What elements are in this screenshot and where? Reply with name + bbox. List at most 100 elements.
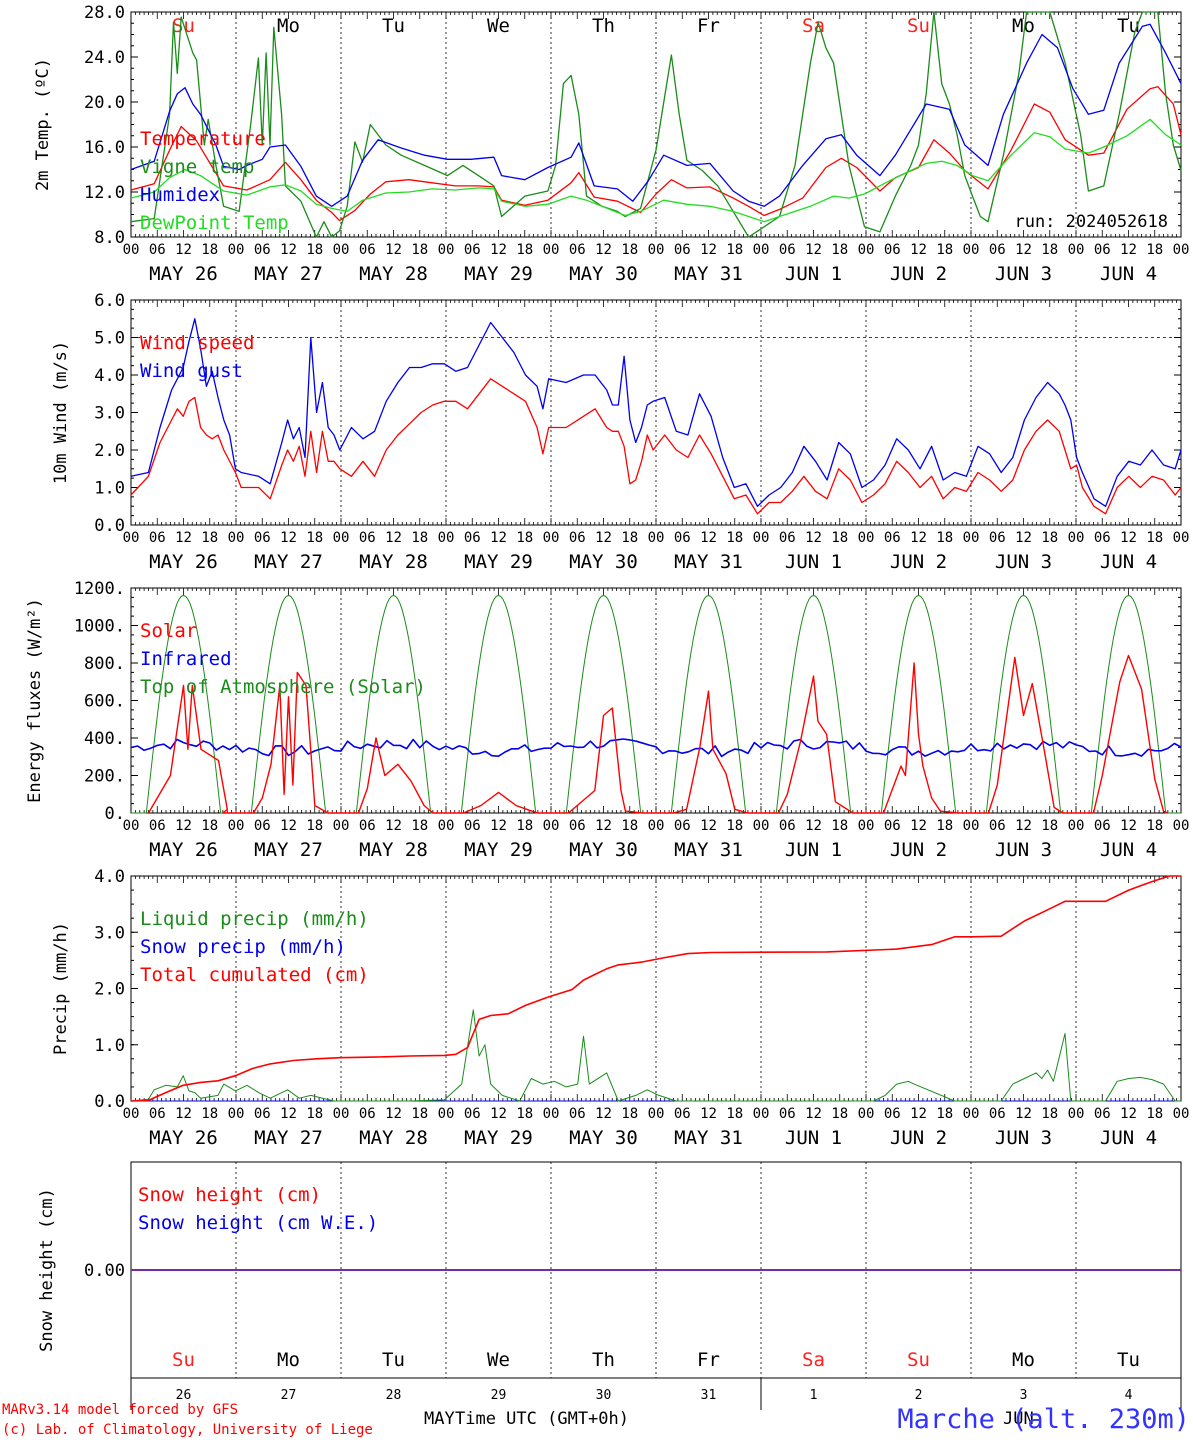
x-tick-label: 18: [1146, 818, 1163, 834]
x-tick-label: 12: [175, 818, 192, 834]
weekday-label: Su: [907, 15, 930, 37]
x-tick-label: 18: [936, 242, 953, 258]
x-tick-label: 00: [648, 242, 665, 258]
x-tick-label: 18: [1146, 242, 1163, 258]
y-tick-label: 800.: [84, 654, 125, 674]
y-axis-label: Snow height (cm): [37, 1188, 57, 1352]
x-tick-label: 18: [831, 1106, 848, 1122]
legend-entry: Temperature: [140, 128, 266, 150]
x-tick-label: 00: [228, 242, 245, 258]
day-number-label: 28: [386, 1388, 402, 1403]
x-tick-label: 18: [831, 818, 848, 834]
y-tick-label: 2.0: [94, 980, 125, 1000]
x-tick-label: 06: [1094, 242, 1111, 258]
x-tick-label: 00: [543, 818, 560, 834]
x-tick-label: 12: [595, 818, 612, 834]
x-tick-label: 06: [464, 242, 481, 258]
x-tick-label: 18: [201, 818, 218, 834]
x-tick-label: 06: [674, 242, 691, 258]
date-label: MAY 30: [569, 551, 638, 573]
date-label: JUN 1: [785, 839, 842, 861]
series-total-cumulated-cm-: [130, 875, 1181, 1102]
weekday-label: Su: [172, 1349, 195, 1371]
x-tick-label: 06: [884, 242, 901, 258]
x-tick-label: 06: [989, 1106, 1006, 1122]
date-label: MAY 26: [149, 551, 218, 573]
series-liquid-precip-mm-h-: [130, 1009, 1181, 1102]
x-tick-label: 18: [936, 1106, 953, 1122]
day-number-label: 27: [281, 1388, 297, 1403]
date-label: MAY 29: [464, 839, 533, 861]
x-tick-label: 12: [385, 1106, 402, 1122]
y-axis-label: 10m Wind (m/s): [51, 341, 71, 484]
x-tick-label: 12: [595, 1106, 612, 1122]
weekday-label: Tu: [382, 1349, 405, 1371]
x-tick-label: 06: [989, 242, 1006, 258]
x-tick-label: 06: [779, 530, 796, 546]
date-label: JUN 2: [890, 839, 947, 861]
legend-entry: Solar: [140, 620, 197, 642]
date-label: MAY 28: [359, 551, 428, 573]
x-tick-label: 12: [910, 1106, 927, 1122]
x-tick-label: 12: [1015, 1106, 1032, 1122]
x-tick-label: 06: [254, 818, 271, 834]
date-label: MAY 30: [569, 263, 638, 285]
date-label: JUN 4: [1100, 263, 1157, 285]
x-tick-label: 00: [438, 530, 455, 546]
x-tick-label: 12: [805, 530, 822, 546]
x-tick-label: 06: [1094, 530, 1111, 546]
y-tick-label: 0.0: [94, 516, 125, 536]
x-tick-label: 12: [700, 1106, 717, 1122]
date-label: MAY 29: [464, 551, 533, 573]
day-number-label: 1: [810, 1388, 818, 1403]
x-tick-label: 00: [858, 242, 875, 258]
legend-entry: Total cumulated (cm): [140, 964, 369, 986]
legend-entry: Wind speed: [140, 332, 254, 354]
run-label: run: 2024052618: [1014, 212, 1168, 232]
x-tick-label: 18: [831, 530, 848, 546]
x-tick-label: 12: [595, 242, 612, 258]
x-tick-label: 18: [516, 818, 533, 834]
date-label: MAY 30: [569, 1127, 638, 1149]
x-tick-label: 18: [516, 1106, 533, 1122]
x-tick-label: 06: [1094, 818, 1111, 834]
weekday-label: Mo: [277, 15, 300, 37]
y-tick-label: 600.: [84, 692, 125, 712]
series-humidex: [130, 23, 1182, 207]
x-tick-label: 18: [1146, 1106, 1163, 1122]
date-label: MAY 27: [254, 839, 323, 861]
x-tick-label: 06: [569, 242, 586, 258]
day-number-label: 3: [1020, 1388, 1028, 1403]
x-tick-label: 12: [700, 530, 717, 546]
x-tick-label: 00: [963, 242, 980, 258]
x-tick-label: 06: [779, 242, 796, 258]
date-label: MAY 27: [254, 551, 323, 573]
x-tick-label: 12: [1120, 818, 1137, 834]
x-tick-label: 00: [333, 242, 350, 258]
x-tick-label: 06: [569, 1106, 586, 1122]
x-tick-label: 18: [1041, 242, 1058, 258]
x-tick-label: 06: [674, 1106, 691, 1122]
x-tick-label: 18: [936, 530, 953, 546]
day-number-label: 30: [596, 1388, 612, 1403]
date-label: JUN 2: [890, 1127, 947, 1149]
y-tick-label: 28.0: [84, 3, 125, 23]
x-tick-label: 06: [464, 1106, 481, 1122]
x-tick-label: 06: [674, 818, 691, 834]
x-tick-label: 18: [306, 530, 323, 546]
x-tick-label: 12: [280, 818, 297, 834]
x-tick-label: 06: [149, 530, 166, 546]
y-tick-label: 4.0: [94, 366, 125, 386]
y-tick-label: 200.: [84, 767, 125, 787]
y-tick-label: 0.00: [84, 1261, 125, 1281]
x-tick-label: 00: [753, 818, 770, 834]
x-tick-label: 00: [963, 818, 980, 834]
date-label: JUN 4: [1100, 551, 1157, 573]
x-tick-label: 06: [1094, 1106, 1111, 1122]
date-label: MAY 26: [149, 1127, 218, 1149]
x-tick-label: 00: [1173, 1106, 1190, 1122]
date-label: MAY 29: [464, 263, 533, 285]
series-vigne-temp: [130, 11, 1182, 238]
x-tick-label: 06: [359, 530, 376, 546]
day-number-label: 31: [701, 1388, 717, 1403]
